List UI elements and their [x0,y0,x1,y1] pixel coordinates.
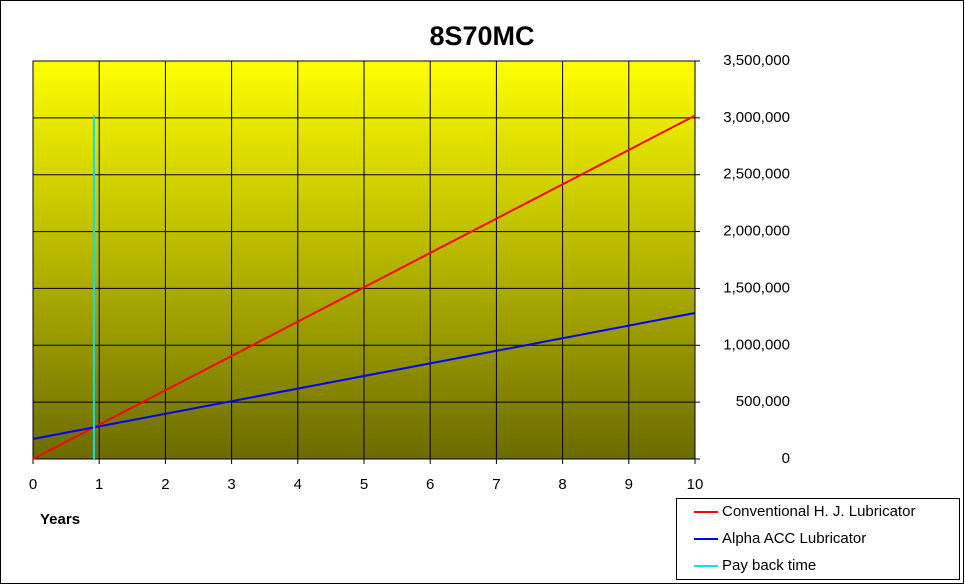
x-tick-label: 1 [95,476,103,493]
series-line [32,114,696,460]
y-tick-label: 0 [782,450,790,467]
x-tick-label: 6 [426,476,434,493]
chart-title: 8S70MC [429,21,534,51]
y-tick-label: 2,000,000 [723,223,790,240]
y-tick-label: 500,000 [736,393,790,410]
x-tick-label: 0 [29,476,37,493]
x-tick-label: 8 [558,476,566,493]
legend-label: Alpha ACC Lubricator [722,530,866,547]
x-tick-label: 5 [360,476,368,493]
x-tick-label: 7 [492,476,500,493]
x-tick-label: 10 [687,476,704,493]
y-tick-label: 1,000,000 [723,336,790,353]
plot-border [32,60,696,460]
y-tick-label: 2,500,000 [723,166,790,183]
x-axis-label: Years [40,511,80,528]
y-tick-label: 3,500,000 [723,52,790,69]
y-tick-label: 1,500,000 [723,279,790,296]
series-line [32,312,696,440]
legend [676,498,960,580]
legend-label: Pay back time [722,557,816,574]
x-tick-label: 4 [294,476,302,493]
y-tick-label: 3,000,000 [723,109,790,126]
legend-label: Conventional H. J. Lubricator [722,503,915,520]
x-tick-label: 2 [161,476,169,493]
x-tick-label: 3 [227,476,235,493]
x-tick-label: 9 [625,476,633,493]
